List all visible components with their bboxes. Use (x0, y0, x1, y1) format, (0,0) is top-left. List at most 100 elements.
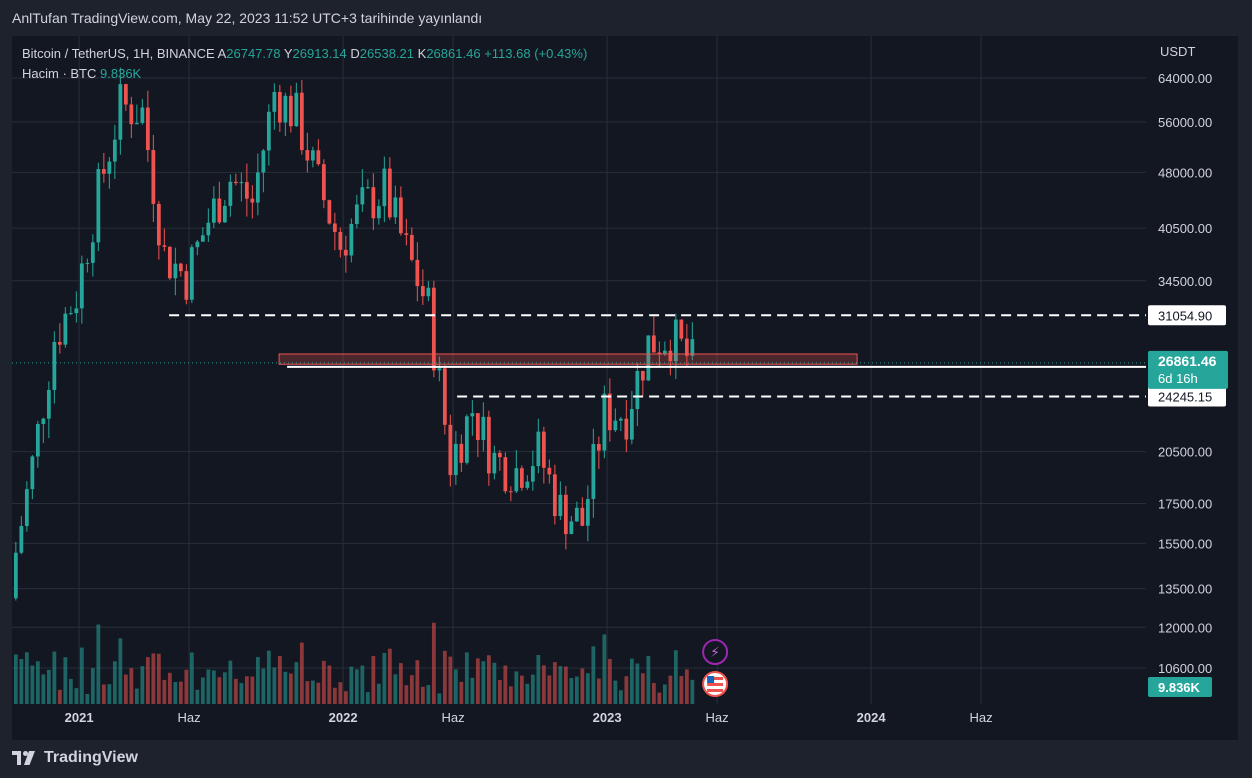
volume-bar (525, 683, 530, 704)
price-unit-label: USDT (1160, 44, 1195, 59)
candle-down (338, 231, 343, 250)
volume-bar (624, 676, 629, 704)
volume-bar (684, 669, 689, 704)
candle-up (310, 150, 315, 161)
event-lightning-icon[interactable] (702, 639, 729, 665)
tradingview-logo-icon (12, 751, 35, 765)
volume-bar (195, 689, 200, 704)
candle-down (316, 150, 321, 165)
candle-down (299, 92, 304, 151)
volume-bar (541, 665, 546, 704)
candle-down (448, 424, 453, 476)
price-tick-label: 40500.00 (1158, 221, 1212, 236)
volume-bar (156, 653, 161, 704)
symbol-name[interactable]: Bitcoin / TetherUS, 1H, BINANCE (22, 46, 215, 61)
candle-up (112, 139, 117, 162)
time-tick-label: 2022 (329, 710, 358, 725)
volume-label[interactable]: Hacim · BTC (22, 66, 97, 81)
volume-bar (90, 668, 95, 704)
candle-down (244, 182, 249, 199)
candle-up (200, 235, 205, 242)
volume-bar (635, 663, 640, 704)
candle-down (321, 164, 326, 201)
open-value: 26747.78 (226, 46, 281, 61)
volume-bar (101, 684, 106, 704)
volume-bar (646, 655, 651, 704)
candle-down (57, 342, 62, 345)
candle-up (464, 416, 469, 463)
volume-bar (96, 624, 101, 704)
volume-bar (272, 667, 277, 704)
close-label: K (417, 46, 427, 61)
high-value: 26913.14 (292, 46, 347, 61)
volume-bar (448, 656, 453, 704)
candle-down (409, 234, 414, 260)
level-price-label: 31054.90 (1158, 308, 1212, 323)
candle-down (415, 259, 420, 287)
candle-up (530, 466, 535, 482)
volume-bar (519, 675, 524, 704)
volume-bar (371, 656, 376, 704)
volume-bar (415, 660, 420, 704)
volume-bar (294, 662, 299, 704)
volume-bar (19, 658, 24, 704)
candle-down (547, 467, 552, 475)
candle-down (129, 104, 134, 125)
volume-bar (602, 634, 607, 704)
volume-bar (244, 676, 249, 704)
volume-bar (112, 661, 117, 704)
candle-up (68, 313, 73, 315)
volume-bar (217, 677, 222, 704)
flag-stripe (707, 689, 724, 692)
candle-up (90, 242, 95, 263)
price-chart[interactable]: 10600.00 12000.00 13500.00 15500.00 17500.00… (12, 36, 1238, 740)
candle-down (684, 338, 689, 356)
volume-bar (569, 678, 574, 704)
time-tick-label: 2023 (593, 710, 622, 725)
price-tick-label: 34500.00 (1158, 274, 1212, 289)
candle-down (233, 181, 238, 184)
candle-up (382, 168, 387, 207)
low-value: 26538.21 (359, 46, 415, 61)
candle-up (206, 222, 211, 236)
volume-bar (393, 674, 398, 704)
volume-bar (585, 673, 590, 704)
candle-down (596, 443, 601, 451)
candle-up (140, 107, 145, 123)
volume-bar (662, 684, 667, 704)
candle-down (145, 107, 150, 151)
volume-bar (591, 646, 596, 704)
candle-down (387, 168, 392, 218)
candle-down (651, 335, 656, 353)
candle-down (371, 187, 376, 219)
volume-bar (68, 678, 73, 704)
candle-up (426, 287, 431, 297)
volume-bar (228, 660, 233, 704)
candle-up (195, 241, 200, 248)
volume-bar (376, 683, 381, 704)
candle-up (646, 335, 651, 381)
candle-down (552, 474, 557, 517)
volume-bar (123, 674, 128, 704)
tradingview-brand[interactable]: TradingView (12, 746, 138, 770)
volume-bar (437, 693, 442, 704)
legend-volume-row: Hacim · BTC 9.836K (22, 64, 587, 84)
price-tick-label: 56000.00 (1158, 115, 1212, 130)
volume-bar (255, 657, 260, 704)
volume-bar (668, 675, 673, 704)
candle-down (624, 418, 629, 440)
resistance-zone[interactable] (278, 353, 858, 365)
volume-bar (629, 658, 634, 704)
volume-bar (327, 665, 332, 704)
volume-bar (426, 685, 431, 704)
volume-bar (596, 678, 601, 704)
chart-panel[interactable]: 10600.00 12000.00 13500.00 15500.00 17500.00… (12, 36, 1238, 740)
volume-bar (398, 663, 403, 704)
volume-bar (173, 682, 178, 704)
volume-bar (200, 677, 205, 704)
candle-up (514, 468, 519, 492)
volume-bar (305, 681, 310, 704)
candle-down (541, 431, 546, 468)
candle-down (151, 150, 156, 204)
candle-down (277, 92, 282, 123)
